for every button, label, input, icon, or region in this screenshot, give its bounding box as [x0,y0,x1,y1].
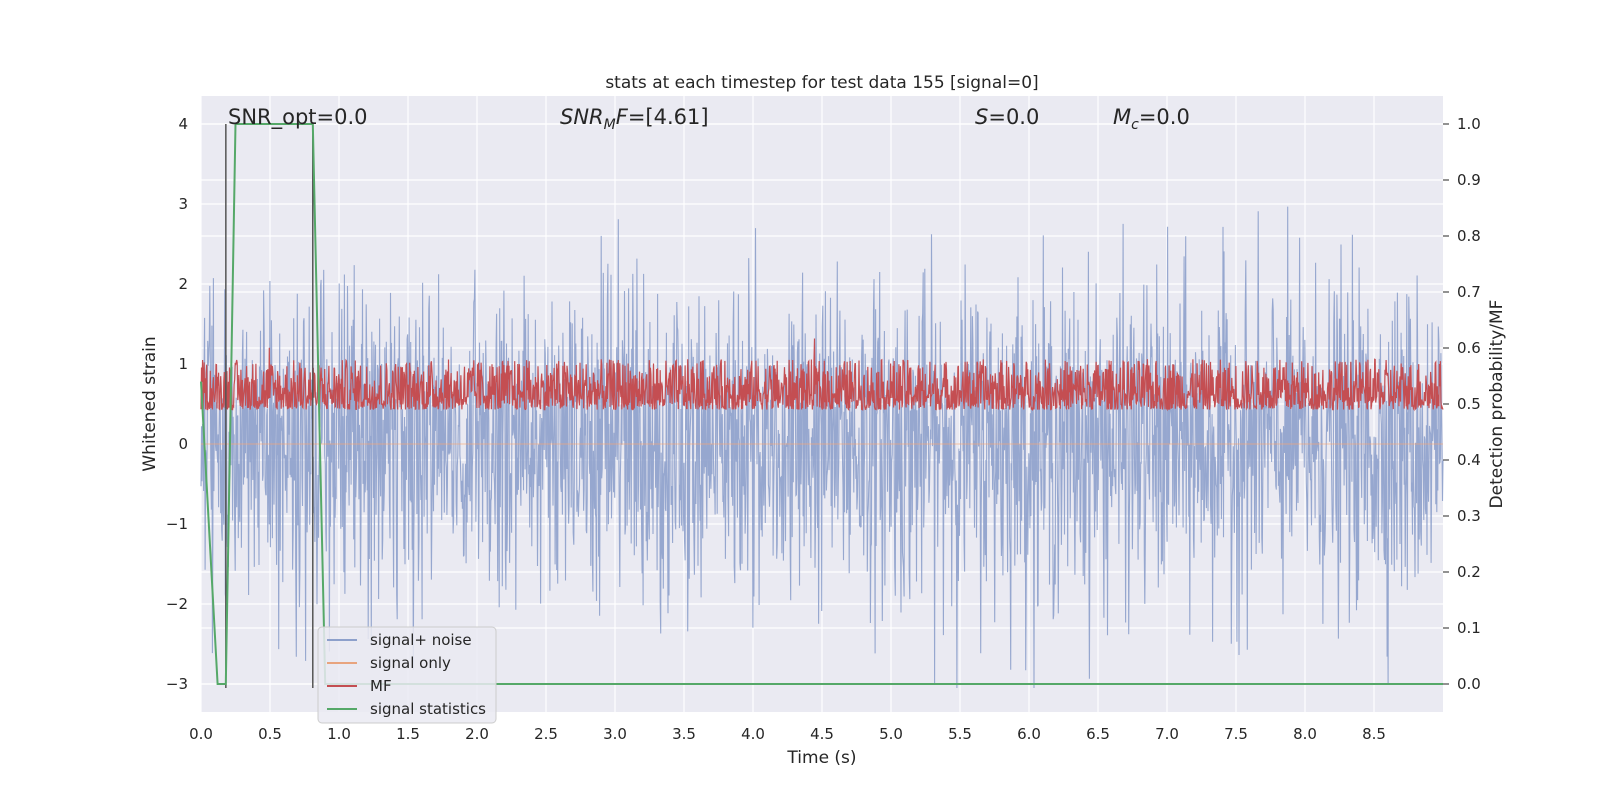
y2-tick-label: 0.9 [1457,171,1481,189]
y2-tick-label: 0.3 [1457,507,1481,525]
y2-tick-label: 0.8 [1457,227,1481,245]
x-tick-label: 4.0 [741,725,765,743]
y2-tick-label: 0.5 [1457,395,1481,413]
legend-box [317,626,497,724]
y-tick-label: 3 [178,195,188,213]
x-ticks: 0.0 0.5 1.0 1.5 2.0 2.5 3.0 3.5 4.0 4.5 5.0 5.5 6.0 6… [189,725,1386,743]
x-tick-label: 5.0 [879,725,903,743]
y2-tick-label: 0.6 [1457,339,1481,357]
x-tick-label: 0.5 [258,725,282,743]
y2-tick-label: 1.0 [1457,115,1481,133]
legend-label-signal-statistics: signal statistics [370,700,486,718]
y-tick-label: −2 [166,595,188,613]
signal-noise-series [200,206,1444,689]
mf-series [200,338,1444,412]
legend-label-mf: MF [370,677,392,695]
y2-tick-label: 0.7 [1457,283,1481,301]
y-tick-label: 0 [178,435,188,453]
annotation-snr-mf: SNRMF=[4.61] [560,105,709,133]
annotation-mc-value: =0.0 [1139,105,1190,129]
y2-tick-label: 0.0 [1457,675,1481,693]
y-tick-label: −3 [166,675,188,693]
annotation-s: S=0.0 [975,105,1039,129]
y2-axis-label: Detection probability/MF [1487,300,1507,509]
x-tick-label: 1.5 [396,725,420,743]
x-tick-label: 7.0 [1155,725,1179,743]
x-tick-label: 2.0 [465,725,489,743]
y2-tick-label: 0.2 [1457,563,1481,581]
y-axis-label: Whitened strain [140,336,160,471]
legend: signal+ noise signal only MF signal stat… [317,626,497,724]
legend-label-signal-only: signal only [370,654,451,672]
y-tick-label: 1 [178,355,188,373]
x-tick-label: 1.0 [327,725,351,743]
x-tick-label: 7.5 [1224,725,1248,743]
annotation-s-value: =0.0 [988,105,1039,129]
vertical-markers [225,124,314,688]
y2-tick-label: 0.1 [1457,619,1481,637]
x-axis-label: Time (s) [786,748,856,768]
x-tick-label: 8.0 [1293,725,1317,743]
annotation-snr-mf-value: =[4.61] [628,105,709,129]
annotation-mc: Mc=0.0 [1113,105,1190,133]
x-tick-label: 8.5 [1362,725,1386,743]
x-tick-label: 3.5 [672,725,696,743]
x-tick-label: 2.5 [534,725,558,743]
x-tick-label: 5.5 [948,725,972,743]
x-tick-label: 6.0 [1017,725,1041,743]
mf-line [200,338,1444,412]
x-tick-label: 6.5 [1086,725,1110,743]
chart-title: stats at each timestep for test data 155… [605,73,1038,93]
y-ticks: 4 3 2 1 0 −1 −2 −3 [166,115,188,693]
x-tick-label: 0.0 [189,725,213,743]
signal-noise-line [200,206,1444,689]
y-tick-label: 2 [178,275,188,293]
y-tick-label: 4 [178,115,188,133]
x-tick-label: 4.5 [810,725,834,743]
y2-tick-label: 0.4 [1457,451,1481,469]
y2-ticks: 1.0 0.9 0.8 0.7 0.6 0.5 0.4 0.3 0.2 0.1 0.0 [1443,115,1481,693]
x-tick-label: 3.0 [603,725,627,743]
y-tick-label: −1 [166,515,188,533]
annotation-snr-opt: SNR_opt=0.0 [228,105,368,130]
legend-label-signal-noise: signal+ noise [370,631,472,649]
